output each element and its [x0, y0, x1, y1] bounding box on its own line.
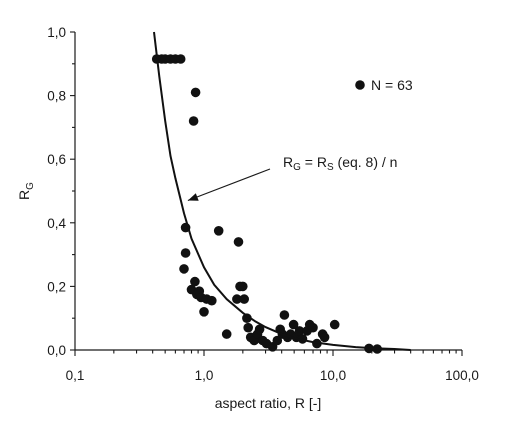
data-point	[279, 310, 290, 320]
data-point	[221, 329, 232, 339]
data-point	[180, 248, 191, 258]
data-point	[238, 281, 248, 292]
data-point	[207, 295, 217, 306]
y-tick-label: 0,6	[47, 152, 66, 167]
data-point	[232, 294, 242, 304]
y-tick-label: 1,0	[47, 25, 66, 40]
data-point	[233, 237, 244, 247]
annotation-subscript: G	[293, 162, 301, 173]
data-point	[190, 276, 200, 287]
y-tick-label: 0,0	[47, 343, 66, 358]
data-point	[188, 116, 199, 126]
series-layer	[151, 31, 411, 354]
annotation: RG = RS (eq. 8) / n	[187, 154, 397, 202]
data-point	[294, 326, 305, 336]
data-point	[190, 87, 201, 98]
x-tick-label: 10,0	[320, 368, 346, 383]
annotation-part: (eq. 8) / n	[334, 154, 398, 170]
data-point	[175, 54, 186, 64]
legend-label: N = 63	[371, 77, 413, 93]
tick-labels: 0,1 1,0 10,0 100,0 0,0 0,2 0,4 0,6 0,8 1,0	[47, 25, 479, 383]
annotation-arrow	[187, 168, 271, 202]
x-tick-label: 100,0	[445, 368, 479, 383]
ticks	[70, 31, 463, 356]
data-point	[199, 307, 209, 317]
y-axis-title: RG	[16, 182, 36, 200]
y-tick-label: 0,2	[47, 279, 66, 294]
y-tick-label: 0,4	[47, 216, 66, 231]
x-tick-label: 1,0	[195, 368, 214, 383]
data-point	[179, 264, 189, 274]
annotation-part: R	[283, 154, 293, 170]
annotation-arrowhead	[187, 193, 199, 201]
legend: N = 63	[355, 77, 413, 93]
y-tick-label: 0,8	[47, 89, 66, 104]
x-tick-label: 0,1	[66, 368, 85, 383]
data-point	[213, 226, 224, 236]
data-point	[288, 319, 299, 330]
data-point	[272, 335, 283, 346]
annotation-part: = R	[301, 154, 327, 170]
data-point	[329, 319, 340, 330]
fit-curve	[153, 31, 411, 351]
y-axis-title-sub: G	[25, 182, 36, 190]
annotation-text: RG = RS (eq. 8) / n	[283, 154, 397, 173]
annotation-subscript: S	[327, 162, 334, 173]
y-axis-title-main: R	[16, 190, 32, 200]
data-point	[239, 294, 249, 304]
legend-marker	[355, 80, 365, 90]
x-axis-title: aspect ratio, R [-]	[215, 395, 322, 411]
data-point	[308, 322, 318, 333]
data-point	[254, 324, 265, 335]
data-point	[319, 332, 330, 343]
data-point	[243, 322, 253, 333]
data-point	[242, 313, 252, 324]
